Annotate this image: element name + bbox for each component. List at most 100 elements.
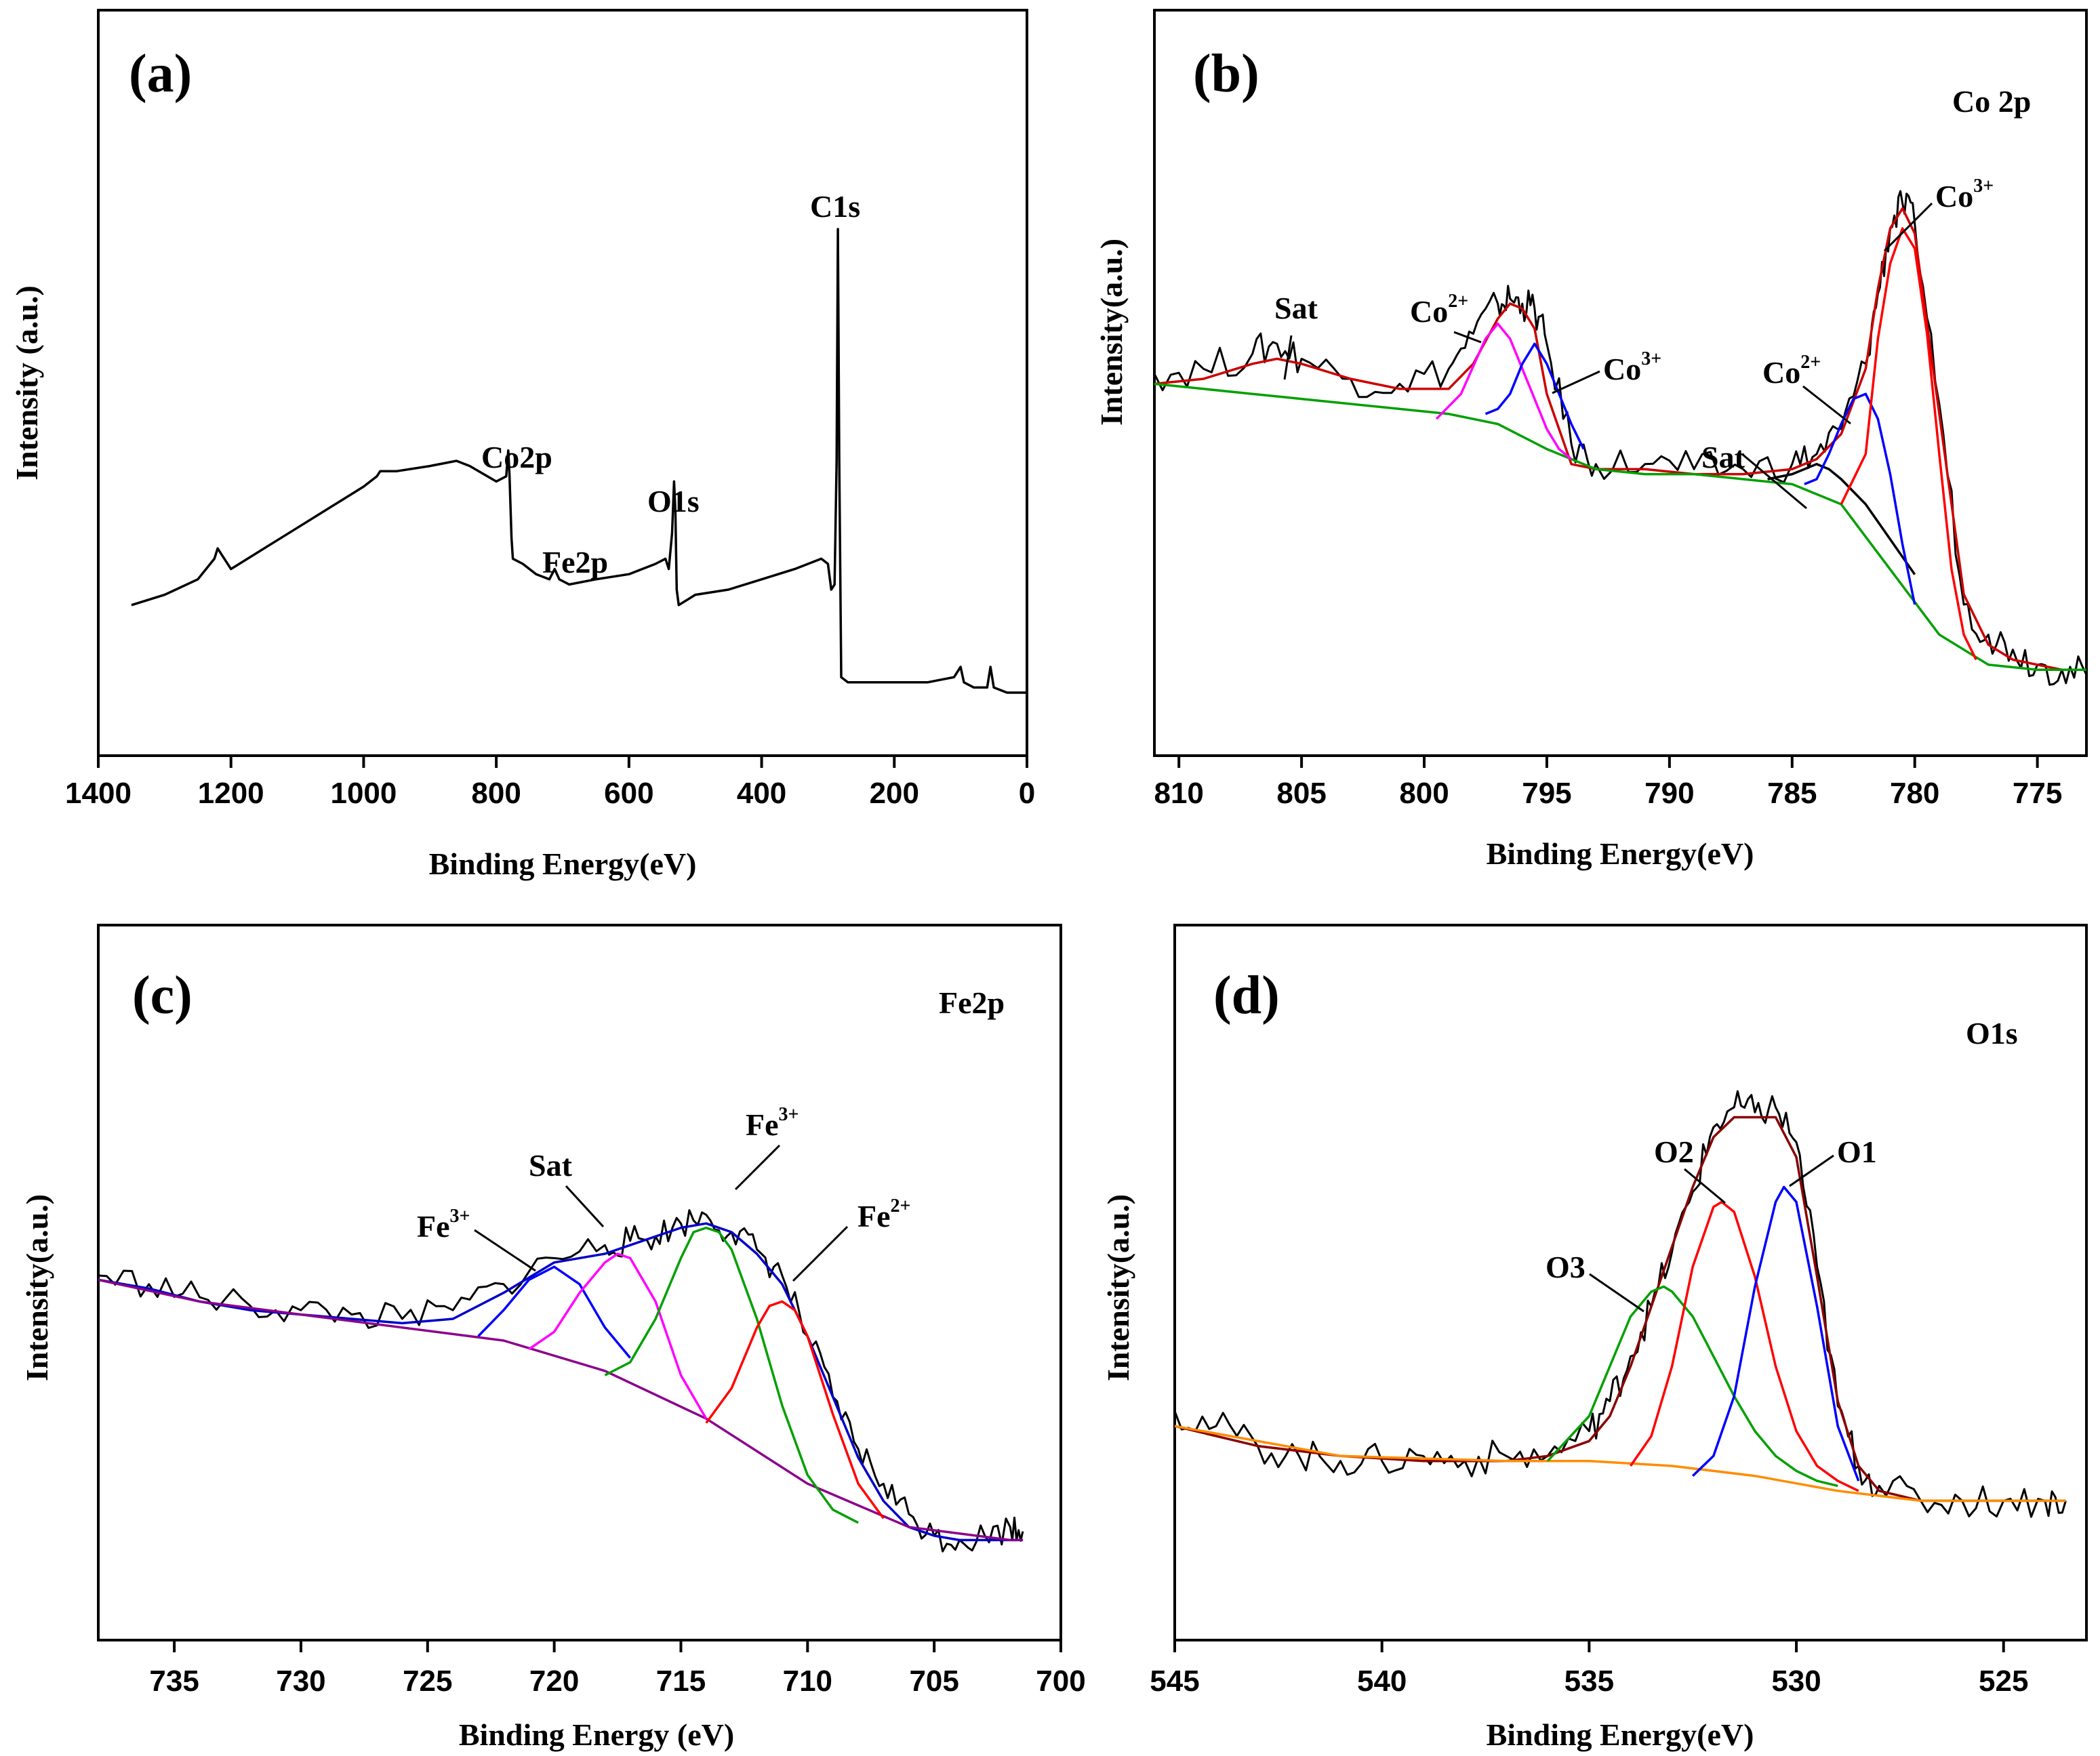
panel-c-series-sat-717-5- [528,1252,708,1420]
panel-c-series-fe3-720- [477,1265,632,1359]
panel-b-title: Co 2p [1952,84,2031,119]
panel-b-xtick-label: 785 [1767,777,1817,810]
panel-d-xtick-label: 525 [1979,1665,2028,1698]
panel-b-arrows [1283,202,1933,510]
panel-b-xtick-label: 810 [1154,777,1203,810]
panel-c-title: Fe2p [939,985,1005,1020]
panel-c-xtick-label: 725 [403,1665,452,1698]
panel-b-marks [1153,190,2088,686]
panel-c-series-fe2-711- [705,1300,885,1519]
panel-b-xtick-label: 780 [1890,777,1939,810]
panel-a-xtick-label: 400 [737,777,786,810]
panel-c-frame [97,924,1062,1641]
panel-b-series-background [1154,382,2086,671]
panel-b-series-envelope [1154,207,2086,671]
panel-c-xtick-label: 710 [783,1665,832,1698]
panel-a-xtick-label: 600 [604,777,653,810]
panel-c-xtick-label: 735 [149,1665,199,1698]
panel-c-series-fe3-714- [604,1226,859,1524]
panel-d-frame [1173,924,2088,1641]
panel-b-annot-sat-2: Sat [1701,440,1745,474]
panel-c-xlabel: Binding Energy (eV) [459,1717,734,1752]
panel-b-annot-co3plus-2: Co3+ [1935,176,1994,213]
panel-c-xtick-label: 705 [909,1665,958,1698]
panel-b-series-co3-780-5- [1840,227,1977,661]
panel-a-xtick-label: 200 [870,777,919,810]
panel-b-xtick-label: 775 [2013,777,2062,810]
panel-c-ylabel: Intensity(a.u.) [20,1194,54,1381]
panel-a-xtick-label: 800 [471,777,521,810]
panel-a-frame [97,9,1028,757]
panel-d-series-o3 [1546,1285,1838,1488]
panel-b-series-raw [1153,190,2088,686]
panel-c-annot-fe2plus: Fe2+ [857,1196,910,1233]
panel-a-annot-o1s: O1s [647,484,700,518]
panel-c-xtick-label: 715 [656,1665,706,1698]
panel-d-series-background [1174,1425,2066,1503]
panel-a-xtick-label: 1400 [65,777,132,810]
panel-a-ticks: 1400 1200 1000 800 600 400 200 0 [65,756,1035,810]
panel-d-xtick-label: 535 [1564,1665,1614,1698]
panel-b-xlabel: Binding Energy(eV) [1487,836,1754,871]
panel-d-ticks: 545 540 535 530 525 [1150,1640,2028,1698]
panel-d-series-o1 [1691,1185,1860,1482]
panel-b-xtick-label: 790 [1644,777,1694,810]
panel-b-annot-co2plus-2: Co2+ [1762,352,1821,390]
panel-d-xlabel: Binding Energy(eV) [1487,1717,1754,1752]
panel-b-ylabel: Intensity(a.u.) [1094,239,1129,426]
panel-d-xtick-label: 530 [1771,1665,1821,1698]
panel-d-marks [1173,1090,2067,1518]
panel-c-annot-fe3plus-2: Fe3+ [746,1104,799,1142]
panel-c-arrows [474,1144,849,1282]
panel-b: 810 805 800 795 790 785 780 775 (b) Co 2p Bindi… [1094,9,2088,871]
panel-d-ylabel: Intensity(a.u.) [1101,1194,1135,1381]
panel-b-label: (b) [1193,44,1259,104]
panel-b-ticks: 810 805 800 795 790 785 780 775 [1154,756,2062,810]
panel-a-xtick-label: 0 [1019,777,1035,810]
panel-b-series-co2-782- [1804,392,1916,605]
panel-a-series-survey [131,228,1027,694]
panel-a-annot-fe2p: Fe2p [542,545,608,579]
panel-c-series-background [98,1278,1023,1542]
panel-a-xtick-label: 1000 [330,777,397,810]
panel-b-series-co2-797- [1435,322,1573,460]
panel-c-ticks: 735 730 725 720 715 710 705 700 [149,1640,1086,1698]
panel-c-label: (c) [132,966,193,1025]
panel-a-marks [131,228,1027,694]
panel-d-annot-o1: O1 [1837,1135,1877,1169]
panel-b-series-sat-784- [1767,463,1916,575]
panel-a-annot-c1s: C1s [810,189,860,224]
panel-d-series-o2 [1630,1200,1859,1492]
panel-a-xlabel: Binding Energy(eV) [429,846,697,881]
panel-b-series-co3-795-5- [1485,342,1585,450]
panel-d-series-envelope [1174,1116,2066,1503]
panel-c-xtick-label: 700 [1036,1665,1085,1698]
panel-a-annot-co2p: Co2p [481,440,552,474]
panel-a-label: (a) [129,44,192,104]
panel-b-annot-co2plus-1: Co2+ [1410,291,1468,329]
panel-b-annot-co2plus-1-text: Co2+ [1410,291,1468,329]
panel-b-xtick-label: 800 [1399,777,1449,810]
panel-b-xtick-label: 795 [1522,777,1571,810]
panel-d-label: (d) [1213,966,1280,1025]
panel-b-annot-co3plus-1: Co3+ [1603,348,1661,386]
panel-b-xtick-label: 805 [1276,777,1326,810]
panel-d-annot-o2: O2 [1654,1135,1694,1169]
panel-a: 1400 1200 1000 800 600 400 200 0 (a) Binding En… [9,9,1035,881]
panel-c-xtick-label: 720 [529,1665,579,1698]
panel-d-arrows [1589,1154,1834,1313]
panel-a-ylabel: Intensity (a.u.) [9,285,44,481]
panel-c-xtick-label: 730 [276,1665,325,1698]
panel-c-annot-sat: Sat [529,1148,573,1183]
panel-b-annot-sat-1: Sat [1274,291,1318,325]
panel-c-annot-fe3plus-1: Fe3+ [417,1206,470,1244]
panel-c-series-raw [98,1209,1024,1553]
panel-d-xtick-label: 540 [1357,1665,1407,1698]
panel-d: 545 540 535 530 525 (d) O1s Binding Energy(e… [1101,924,2088,1752]
panel-c: 735 730 725 720 715 710 705 700 (c) Fe2p Bindin… [20,924,1086,1752]
panel-c-marks [98,1209,1024,1553]
panel-a-xtick-label: 1200 [198,777,264,810]
panel-d-annot-o3: O3 [1546,1250,1586,1284]
panel-d-title: O1s [1966,1016,2018,1050]
